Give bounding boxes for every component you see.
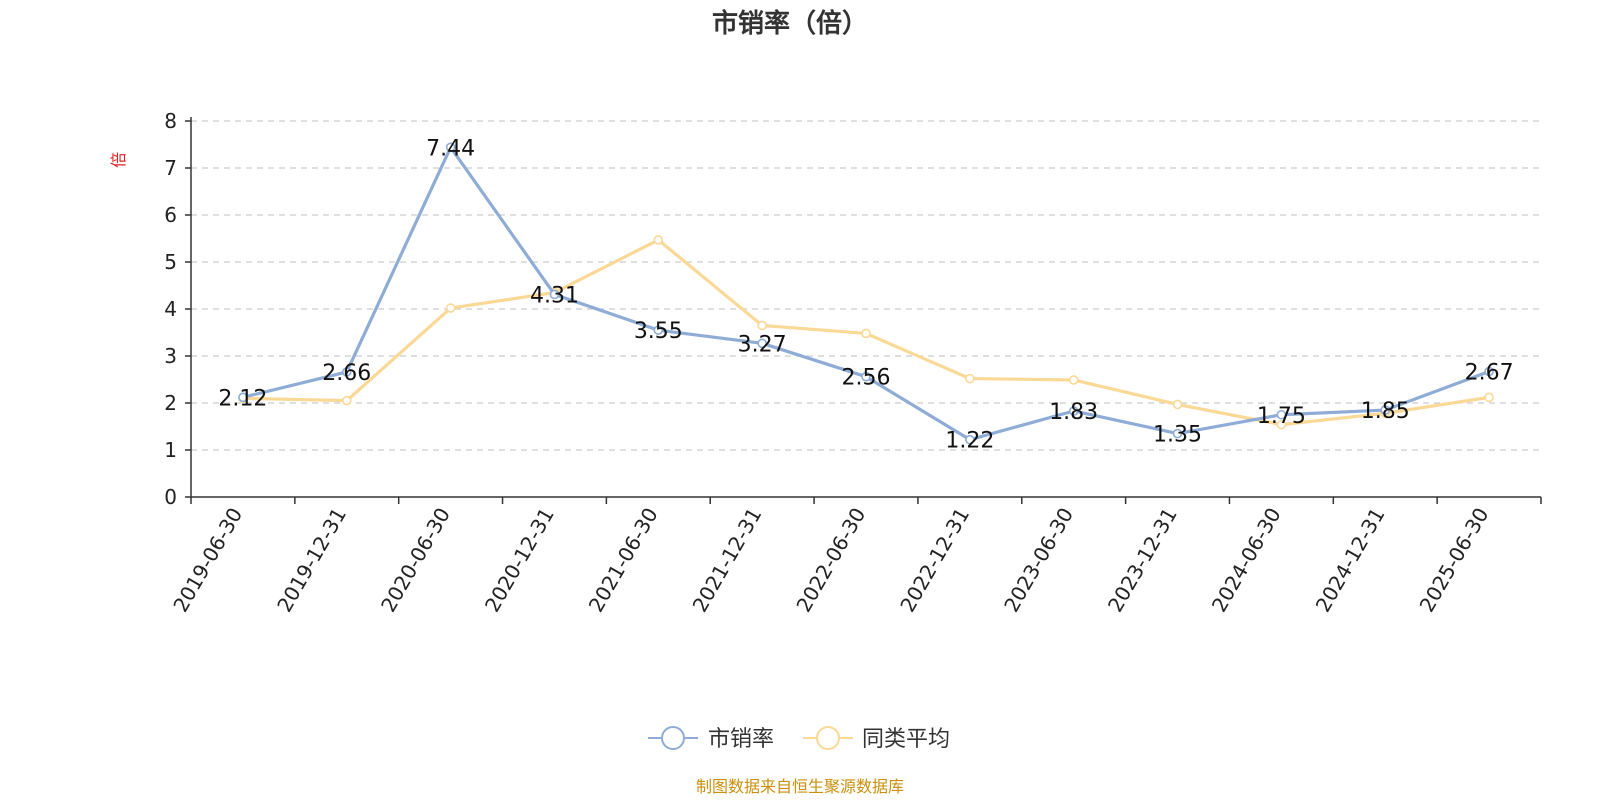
y-tick-label: 3 xyxy=(164,344,177,368)
data-label: 1.75 xyxy=(1257,404,1306,429)
data-label: 3.27 xyxy=(738,332,787,357)
x-tick-label: 2020-06-30 xyxy=(376,503,455,616)
data-labels: 2.12 2.66 7.44 4.31 3.55 3.27 2.56 1.22 1.83 1.35… xyxy=(218,136,1513,453)
data-label: 1.83 xyxy=(1049,400,1098,425)
legend-item-series-1[interactable]: 同类平均 xyxy=(803,726,950,752)
y-tick-label: 4 xyxy=(164,297,177,321)
x-tick-label: 2025-06-30 xyxy=(1415,504,1494,617)
y-tick-label: 8 xyxy=(164,109,177,133)
series-0-point xyxy=(341,367,352,377)
y-tick-label: 5 xyxy=(164,250,177,274)
x-tick-label: 2020-12-31 xyxy=(480,504,559,617)
series-0-point xyxy=(861,371,871,382)
legend-label-series-0: 市销率 xyxy=(708,727,774,752)
series-0-point xyxy=(1276,409,1287,420)
x-tick-label: 2023-06-30 xyxy=(999,504,1078,617)
data-label: 1.35 xyxy=(1153,423,1202,448)
series-1-point xyxy=(757,320,767,331)
legend-marker-series-0 xyxy=(661,726,685,750)
data-label: 3.55 xyxy=(634,319,683,344)
series-1-point xyxy=(653,235,664,245)
y-tick-label: 7 xyxy=(164,156,177,180)
grid-lines xyxy=(191,120,1541,451)
y-tick-label: 0 xyxy=(164,485,177,509)
series-1-point xyxy=(341,395,352,406)
data-label: 1.22 xyxy=(945,429,994,454)
series-0-point xyxy=(445,142,456,153)
x-tick-label: 2022-06-30 xyxy=(791,504,870,617)
legend-label-series-1: 同类平均 xyxy=(862,727,950,752)
series-0-point xyxy=(1380,405,1391,415)
series-line-0 xyxy=(242,145,1490,442)
x-tick-label: 2019-06-30 xyxy=(168,504,247,617)
series-1-point xyxy=(445,303,456,313)
data-label: 2.66 xyxy=(322,361,371,386)
series-0-point xyxy=(965,434,975,445)
series-0-point xyxy=(238,392,248,403)
data-label: 2.67 xyxy=(1465,361,1514,386)
y-axis-unit: 倍 xyxy=(109,152,128,168)
series-1-point xyxy=(1276,419,1287,430)
x-tick-label: 2023-12-31 xyxy=(1103,504,1182,617)
chart-title: 市销率（倍） xyxy=(712,8,868,39)
series-1-point xyxy=(1484,392,1494,403)
legend[interactable]: 市销率 同类平均 xyxy=(648,726,950,752)
series-0-point xyxy=(1068,406,1079,416)
y-tick-label: 1 xyxy=(164,438,177,462)
y-tick-label: 6 xyxy=(164,203,177,227)
series-lines xyxy=(238,142,1494,445)
source-note: 制图数据来自恒生聚源数据库 xyxy=(696,777,904,796)
data-label: 1.85 xyxy=(1361,399,1410,424)
series-1-point xyxy=(1172,399,1183,410)
legend-marker-series-1 xyxy=(816,726,840,750)
series-0-point xyxy=(1484,366,1494,377)
series-0-point xyxy=(757,338,767,349)
data-label: 2.56 xyxy=(842,366,891,391)
x-tick-label: 2024-12-31 xyxy=(1311,504,1390,617)
x-tick-label: 2024-06-30 xyxy=(1207,504,1286,617)
series-1-point xyxy=(861,328,871,339)
data-label: 7.44 xyxy=(426,136,475,161)
legend-item-series-0[interactable]: 市销率 xyxy=(648,726,774,752)
x-tick-label: 2021-06-30 xyxy=(584,504,663,617)
data-label: 4.31 xyxy=(530,283,579,308)
series-0-point xyxy=(1172,428,1183,439)
series-1-point xyxy=(1068,375,1079,385)
series-0-point xyxy=(549,289,560,300)
series-1-point xyxy=(965,373,975,384)
y-tick-label: 2 xyxy=(164,391,177,415)
data-label: 2.12 xyxy=(218,386,267,411)
x-tick-label: 2019-12-31 xyxy=(272,504,351,617)
x-tick-label: 2021-12-31 xyxy=(688,504,767,617)
series-0-point xyxy=(653,325,664,335)
x-tick-label: 2022-12-31 xyxy=(895,504,974,617)
